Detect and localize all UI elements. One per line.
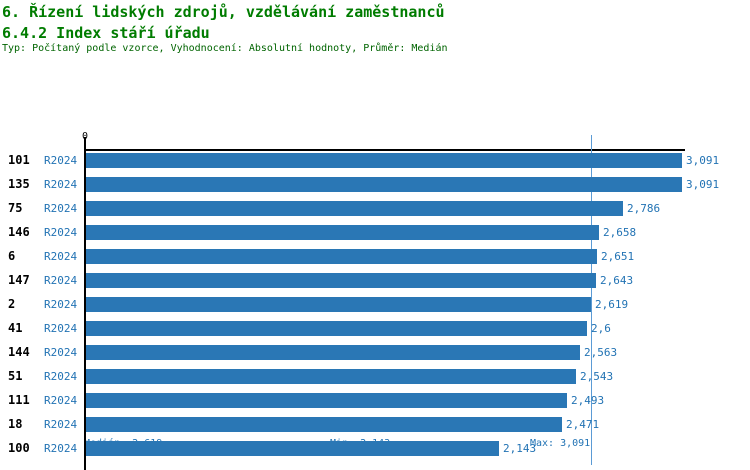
row-category-label: 51 (8, 369, 23, 383)
bar-146 (86, 225, 599, 240)
row-category-label: 101 (8, 153, 30, 167)
bar-101 (86, 153, 682, 168)
row-category-label: 144 (8, 345, 30, 359)
chart-row: 135 R2024 3,091 (0, 176, 750, 200)
bar-value-label: 2,493 (571, 394, 605, 407)
bar-75 (86, 201, 623, 216)
bar-18 (86, 417, 562, 432)
chart-row: 144 R2024 2,563 (0, 344, 750, 368)
chart-title: 6.4.2 Index stáří úřadu (2, 24, 210, 42)
bar-value-label: 2,563 (584, 346, 618, 359)
chart-row: 111 R2024 2,493 (0, 392, 750, 416)
row-series-label: R2024 (44, 178, 78, 191)
chart-meta-line: Typ: Počítaný podle vzorce, Vyhodnocení:… (2, 43, 448, 54)
row-category-label: 100 (8, 441, 30, 455)
bar-value-label: 2,658 (603, 226, 637, 239)
chart-row: 146 R2024 2,658 (0, 224, 750, 248)
bar-100 (86, 441, 499, 456)
bar-value-label: 2,471 (566, 418, 600, 431)
row-category-label: 18 (8, 417, 23, 431)
row-series-label: R2024 (44, 418, 78, 431)
page-title: 6. Řízení lidských zdrojů, vzdělávání za… (2, 3, 445, 21)
row-category-label: 2 (8, 297, 16, 311)
row-category-label: 41 (8, 321, 23, 335)
chart-row: 6 R2024 2,651 (0, 248, 750, 272)
bar-value-label: 2,543 (580, 370, 614, 383)
row-category-label: 75 (8, 201, 23, 215)
row-series-label: R2024 (44, 298, 78, 311)
row-category-label: 147 (8, 273, 30, 287)
bar-41 (86, 321, 587, 336)
chart-row: 18 R2024 2,471 (0, 416, 750, 440)
row-series-label: R2024 (44, 394, 78, 407)
max-stat-label: Max: 3,091 (530, 438, 591, 449)
row-series-label: R2024 (44, 370, 78, 383)
chart-row: 75 R2024 2,786 (0, 200, 750, 224)
chart-row: 41 R2024 2,6 (0, 320, 750, 344)
bar-147 (86, 273, 596, 288)
row-series-label: R2024 (44, 250, 78, 263)
y-axis-line (84, 137, 86, 470)
bar-value-label: 2,786 (627, 202, 661, 215)
chart-row: 100 R2024 2,143 (0, 440, 750, 464)
row-category-label: 6 (8, 249, 16, 263)
chart-rows: 101 R2024 3,091 135 R2024 3,091 75 R2024 2,786 14… (0, 152, 750, 464)
row-category-label: 111 (8, 393, 30, 407)
bar-value-label: 2,143 (503, 442, 537, 455)
row-series-label: R2024 (44, 274, 78, 287)
bar-144 (86, 345, 580, 360)
chart-row: 101 R2024 3,091 (0, 152, 750, 176)
bar-value-label: 3,091 (686, 178, 720, 191)
x-axis-zero-tick-label: 0 (78, 131, 92, 142)
row-series-label: R2024 (44, 154, 78, 167)
row-series-label: R2024 (44, 346, 78, 359)
row-category-label: 135 (8, 177, 30, 191)
bar-111 (86, 393, 567, 408)
bar-6 (86, 249, 597, 264)
x-axis-line (84, 149, 685, 151)
chart-row: 147 R2024 2,643 (0, 272, 750, 296)
row-category-label: 146 (8, 225, 30, 239)
row-series-label: R2024 (44, 202, 78, 215)
chart-row: 2 R2024 2,619 (0, 296, 750, 320)
row-series-label: R2024 (44, 442, 78, 455)
bar-value-label: 2,651 (601, 250, 635, 263)
bar-135 (86, 177, 682, 192)
bar-value-label: 2,643 (600, 274, 634, 287)
bar-value-label: 2,619 (595, 298, 629, 311)
median-reference-line (591, 135, 592, 465)
row-series-label: R2024 (44, 226, 78, 239)
bar-2 (86, 297, 591, 312)
bar-51 (86, 369, 576, 384)
bar-value-label: 3,091 (686, 154, 720, 167)
chart-row: 51 R2024 2,543 (0, 368, 750, 392)
bar-chart: 0 101 R2024 3,091 135 R2024 3,091 75 R2024 2,786… (0, 60, 750, 470)
bar-value-label: 2,6 (591, 322, 611, 335)
row-series-label: R2024 (44, 322, 78, 335)
